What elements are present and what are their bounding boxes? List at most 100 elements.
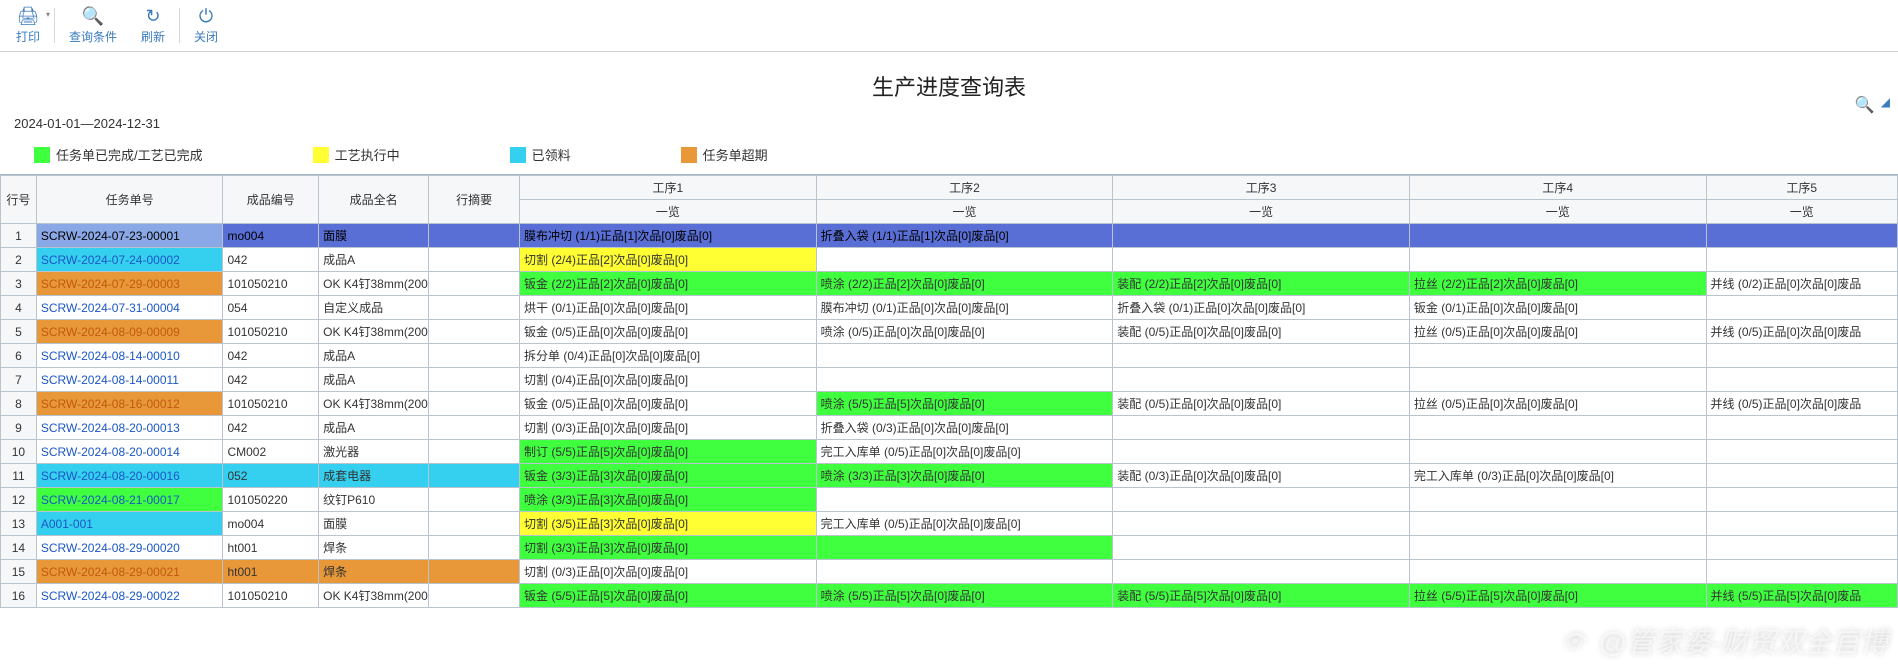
cell-step2: 喷涂 (5/5)正品[5]次品[0]废品[0] <box>816 584 1113 608</box>
query-label: 查询条件 <box>69 28 117 45</box>
table-row[interactable]: 10SCRW-2024-08-20-00014CM002激光器制订 (5/5)正… <box>1 440 1898 464</box>
cell-step2: 完工入库单 (0/5)正品[0]次品[0]废品[0] <box>816 440 1113 464</box>
data-table: 行号 任务单号 成品编号 成品全名 行摘要 工序1 工序2 工序3 工序4 工序… <box>0 174 1898 608</box>
col-task[interactable]: 任务单号 <box>36 176 223 224</box>
cell-step1: 烘干 (0/1)正品[0]次品[0]废品[0] <box>520 296 817 320</box>
col-step1-sub[interactable]: 一览 <box>520 200 817 224</box>
cell-task[interactable]: SCRW-2024-07-29-00003 <box>36 272 223 296</box>
col-step3-sub[interactable]: 一览 <box>1113 200 1410 224</box>
cell-step2: 喷涂 (5/5)正品[5]次品[0]废品[0] <box>816 392 1113 416</box>
cell-task[interactable]: A001-001 <box>36 512 223 536</box>
cell-rownum: 3 <box>1 272 37 296</box>
col-step5[interactable]: 工序5 <box>1706 176 1897 200</box>
table-row[interactable]: 16SCRW-2024-08-29-00022101050210OK K4钉38… <box>1 584 1898 608</box>
cell-rownum: 4 <box>1 296 37 320</box>
cell-prodname: 成品A <box>319 344 429 368</box>
col-summary[interactable]: 行摘要 <box>429 176 520 224</box>
cell-step4: 钣金 (0/1)正品[0]次品[0]废品[0] <box>1409 296 1706 320</box>
cell-rownum: 6 <box>1 344 37 368</box>
cell-prodname: OK K4钉38mm(2000) <box>319 272 429 296</box>
print-button[interactable]: 🖨 ▾ 打印 <box>4 4 52 47</box>
col-step3[interactable]: 工序3 <box>1113 176 1410 200</box>
expand-icon[interactable]: ◢ <box>1881 95 1890 115</box>
cell-step4 <box>1409 560 1706 584</box>
chevron-down-icon: ▾ <box>46 10 50 19</box>
table-row[interactable]: 12SCRW-2024-08-21-00017101050220纹钉P610喷涂… <box>1 488 1898 512</box>
col-step2[interactable]: 工序2 <box>816 176 1113 200</box>
weibo-icon: 👁 <box>1556 624 1590 658</box>
cell-summary <box>429 584 520 608</box>
cell-prodname: OK K4钉38mm(2000) <box>319 320 429 344</box>
cell-task[interactable]: SCRW-2024-08-20-00013 <box>36 416 223 440</box>
col-rownum[interactable]: 行号 <box>1 176 37 224</box>
cell-task[interactable]: SCRW-2024-08-14-00011 <box>36 368 223 392</box>
legend-swatch <box>681 147 697 163</box>
cell-step2: 折叠入袋 (1/1)正品[1]次品[0]废品[0] <box>816 224 1113 248</box>
col-step4[interactable]: 工序4 <box>1409 176 1706 200</box>
cell-prodcode: ht001 <box>223 560 319 584</box>
cell-task[interactable]: SCRW-2024-07-31-00004 <box>36 296 223 320</box>
cell-summary <box>429 392 520 416</box>
power-icon: ⏻ <box>199 6 213 26</box>
cell-step1: 钣金 (5/5)正品[5]次品[0]废品[0] <box>520 584 817 608</box>
cell-prodcode: CM002 <box>223 440 319 464</box>
close-label: 关闭 <box>194 28 218 45</box>
cell-task[interactable]: SCRW-2024-08-29-00020 <box>36 536 223 560</box>
cell-step1: 膜布冲切 (1/1)正品[1]次品[0]废品[0] <box>520 224 817 248</box>
cell-task[interactable]: SCRW-2024-08-16-00012 <box>36 392 223 416</box>
col-step1[interactable]: 工序1 <box>520 176 817 200</box>
cell-step5: 并线 (0/5)正品[0]次品[0]废品 <box>1706 320 1897 344</box>
cell-step5 <box>1706 464 1897 488</box>
legend: 任务单已完成/工艺已完成工艺执行中已领料任务单超期 <box>0 135 1898 174</box>
cell-task[interactable]: SCRW-2024-08-20-00014 <box>36 440 223 464</box>
cell-step5 <box>1706 224 1897 248</box>
cell-prodname: 纹钉P610 <box>319 488 429 512</box>
col-step4-sub[interactable]: 一览 <box>1409 200 1706 224</box>
col-prodname[interactable]: 成品全名 <box>319 176 429 224</box>
table-row[interactable]: 4SCRW-2024-07-31-00004054自定义成品烘干 (0/1)正品… <box>1 296 1898 320</box>
refresh-button[interactable]: ↻ 刷新 <box>129 4 177 47</box>
cell-rownum: 7 <box>1 368 37 392</box>
table-row[interactable]: 7SCRW-2024-08-14-00011042成品A切割 (0/4)正品[0… <box>1 368 1898 392</box>
col-prodcode[interactable]: 成品编号 <box>223 176 319 224</box>
table-row[interactable]: 9SCRW-2024-08-20-00013042成品A切割 (0/3)正品[0… <box>1 416 1898 440</box>
cell-prodcode: 101050220 <box>223 488 319 512</box>
table-row[interactable]: 5SCRW-2024-08-09-00009101050210OK K4钉38m… <box>1 320 1898 344</box>
cell-prodname: 自定义成品 <box>319 296 429 320</box>
legend-item: 任务单已完成/工艺已完成 <box>34 145 203 164</box>
cell-task[interactable]: SCRW-2024-07-24-00002 <box>36 248 223 272</box>
cell-task[interactable]: SCRW-2024-08-20-00016 <box>36 464 223 488</box>
table-row[interactable]: 2SCRW-2024-07-24-00002042成品A切割 (2/4)正品[2… <box>1 248 1898 272</box>
cell-step1: 切割 (3/3)正品[3]次品[0]废品[0] <box>520 536 817 560</box>
close-button[interactable]: ⏻ 关闭 <box>182 4 230 47</box>
col-step2-sub[interactable]: 一览 <box>816 200 1113 224</box>
cell-step2: 完工入库单 (0/5)正品[0]次品[0]废品[0] <box>816 512 1113 536</box>
cell-task[interactable]: SCRW-2024-08-29-00021 <box>36 560 223 584</box>
cell-task[interactable]: SCRW-2024-07-23-00001 <box>36 224 223 248</box>
cell-task[interactable]: SCRW-2024-08-29-00022 <box>36 584 223 608</box>
table-row[interactable]: 1SCRW-2024-07-23-00001mo004面膜膜布冲切 (1/1)正… <box>1 224 1898 248</box>
cell-prodcode: 101050210 <box>223 584 319 608</box>
table-row[interactable]: 13A001-001mo004面膜切割 (3/5)正品[3]次品[0]废品[0]… <box>1 512 1898 536</box>
legend-swatch <box>34 147 50 163</box>
cell-summary <box>429 536 520 560</box>
table-row[interactable]: 11SCRW-2024-08-20-00016052成套电器钣金 (3/3)正品… <box>1 464 1898 488</box>
table-row[interactable]: 14SCRW-2024-08-29-00020ht001焊条切割 (3/3)正品… <box>1 536 1898 560</box>
table-row[interactable]: 6SCRW-2024-08-14-00010042成品A拆分单 (0/4)正品[… <box>1 344 1898 368</box>
cell-step5 <box>1706 416 1897 440</box>
table-row[interactable]: 15SCRW-2024-08-29-00021ht001焊条切割 (0/3)正品… <box>1 560 1898 584</box>
legend-swatch <box>510 147 526 163</box>
cell-prodname: 焊条 <box>319 536 429 560</box>
search-icon[interactable]: 🔍 <box>1855 95 1875 115</box>
cell-task[interactable]: SCRW-2024-08-21-00017 <box>36 488 223 512</box>
cell-step4 <box>1409 512 1706 536</box>
legend-label: 任务单已完成/工艺已完成 <box>56 145 203 164</box>
table-row[interactable]: 3SCRW-2024-07-29-00003101050210OK K4钉38m… <box>1 272 1898 296</box>
col-step5-sub[interactable]: 一览 <box>1706 200 1897 224</box>
cell-rownum: 1 <box>1 224 37 248</box>
cell-summary <box>429 296 520 320</box>
cell-task[interactable]: SCRW-2024-08-09-00009 <box>36 320 223 344</box>
query-button[interactable]: 🔍 查询条件 <box>57 4 129 47</box>
table-row[interactable]: 8SCRW-2024-08-16-00012101050210OK K4钉38m… <box>1 392 1898 416</box>
cell-task[interactable]: SCRW-2024-08-14-00010 <box>36 344 223 368</box>
